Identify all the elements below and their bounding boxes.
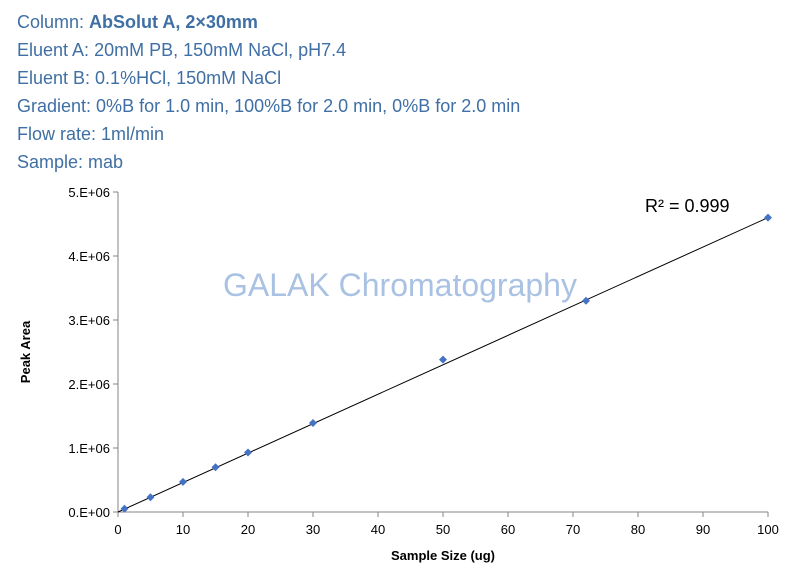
header-line-label: Eluent B: <box>17 68 96 88</box>
data-point <box>764 213 772 222</box>
header-line-value: 0.1%HCl, 150mM NaCl <box>95 68 282 88</box>
x-tick-label: 80 <box>631 522 645 537</box>
y-axis-label: Peak Area <box>18 320 33 383</box>
header-line-value: 20mM PB, 150mM NaCl, pH7.4 <box>94 40 347 60</box>
header-line-value: mab <box>88 152 124 172</box>
data-point <box>120 504 129 513</box>
data-point <box>179 477 187 486</box>
x-tick-label: 90 <box>696 522 710 537</box>
header-line: Eluent B: 0.1%HCl, 150mM NaCl <box>17 64 520 92</box>
header-line-label: Eluent A: <box>17 40 95 60</box>
data-point <box>211 463 220 472</box>
x-tick-label: 10 <box>176 522 190 537</box>
header-line-label: Sample: <box>17 152 89 172</box>
x-axis-label: Sample Size (ug) <box>391 548 495 563</box>
y-tick-label: 5.E+06 <box>68 185 110 200</box>
chart-header: Column: AbSolut A, 2×30mm Eluent A: 20mM … <box>17 8 520 176</box>
x-tick-label: 40 <box>371 522 385 537</box>
header-line-label: Flow rate: <box>17 124 102 144</box>
header-line: Column: AbSolut A, 2×30mm <box>17 8 520 36</box>
x-tick-label: 0 <box>114 522 121 537</box>
watermark-text: GALAK Chromatography <box>223 267 577 303</box>
r-squared-label: R² = 0.999 <box>645 196 730 216</box>
header-line: Sample: mab <box>17 148 520 176</box>
header-line: Eluent A: 20mM PB, 150mM NaCl, pH7.4 <box>17 36 520 64</box>
x-tick-label: 60 <box>501 522 515 537</box>
data-point <box>582 296 590 305</box>
header-line-value: 0%B for 1.0 min, 100%B for 2.0 min, 0%B … <box>96 96 521 116</box>
x-tick-label: 70 <box>566 522 580 537</box>
y-tick-label: 0.E+00 <box>68 505 110 520</box>
header-line-label: Column: <box>17 12 90 32</box>
x-tick-label: 50 <box>436 522 450 537</box>
y-tick-label: 2.E+06 <box>68 377 110 392</box>
header-line: Flow rate: 1ml/min <box>17 120 520 148</box>
header-line-value: 1ml/min <box>101 124 165 144</box>
x-tick-label: 20 <box>241 522 255 537</box>
header-line: Gradient: 0%B for 1.0 min, 100%B for 2.0… <box>17 92 520 120</box>
data-point <box>439 355 447 364</box>
data-point <box>146 493 155 502</box>
header-line-label: Gradient: <box>17 96 97 116</box>
x-tick-label: 100 <box>757 522 779 537</box>
data-point <box>309 419 317 428</box>
y-tick-label: 1.E+06 <box>68 441 110 456</box>
y-tick-label: 4.E+06 <box>68 249 110 264</box>
y-tick-label: 3.E+06 <box>68 313 110 328</box>
header-line-value: AbSolut A, 2×30mm <box>89 12 258 32</box>
x-tick-label: 30 <box>306 522 320 537</box>
trendline <box>117 217 769 513</box>
data-point <box>244 448 252 457</box>
